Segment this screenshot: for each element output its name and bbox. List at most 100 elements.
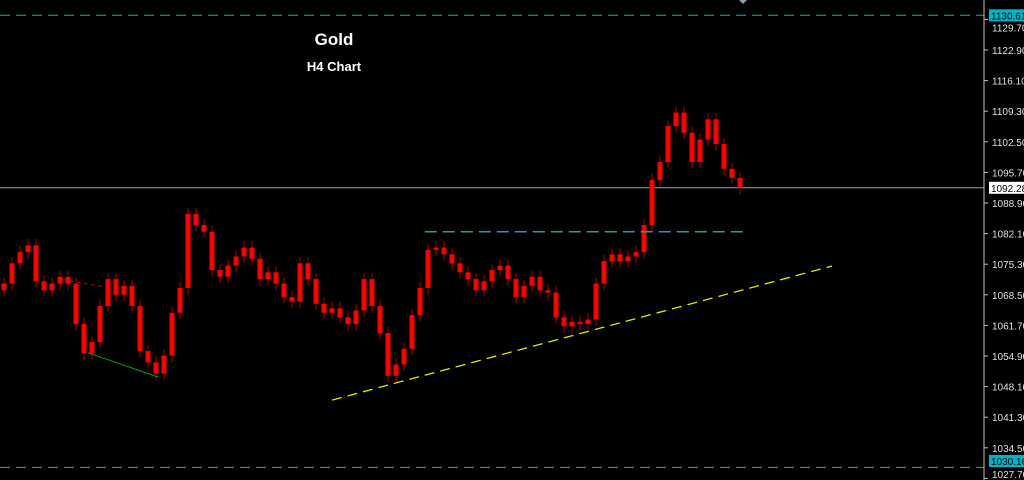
candle-body [361,279,367,311]
y-tick-label: 1054.90 [992,352,1024,363]
candle-body [353,310,359,325]
candle-body [401,348,407,365]
candle-body [561,317,567,327]
candle-body [425,249,431,289]
y-tick-label: 1034.50 [992,444,1024,455]
candle-body [89,342,95,354]
candle-body [73,283,79,325]
candle-body [305,263,311,280]
candle-body [209,231,215,271]
candle-body [489,270,495,282]
y-tick-label: 1088.90 [992,199,1024,210]
candle-body [25,245,31,253]
candle-body [601,261,607,284]
y-tick-label: 1122.90 [992,46,1024,57]
candle-body [681,112,687,133]
y-tick-label: 1102.50 [992,138,1024,149]
candle-body [625,256,631,262]
candle-body [521,285,527,298]
candle-body [497,265,503,271]
candle-body [585,319,591,325]
candle-body [97,306,103,343]
candle-body [345,317,351,325]
candle-body [273,272,279,284]
candle-body [297,263,303,302]
candle-body [577,321,583,325]
candle-body [697,139,703,163]
candle-body [689,132,695,163]
chart-title: Gold [314,30,354,49]
price-label-box [989,181,1024,194]
candle-body [457,263,463,273]
price-label-box [989,9,1024,22]
price-level-label: 1030.16 [991,457,1024,468]
candle-body [57,276,63,284]
candle-body [33,245,39,282]
candle-body [369,279,375,307]
candle-body [713,119,719,145]
candle-body [593,283,599,320]
candle-body [105,279,111,307]
candle-body [505,265,511,280]
candle-body [225,265,231,277]
candle-body [145,351,151,363]
y-tick-label: 1075.30 [992,260,1024,271]
candle-body [65,276,71,284]
candle-body [617,254,623,262]
y-tick-label: 1095.70 [992,168,1024,179]
candle-body [81,324,87,354]
candle-body [41,281,47,291]
candle-body [609,254,615,262]
candle-body [161,355,167,374]
candle-body [705,119,711,140]
candle-body [673,112,679,127]
candle-body [641,225,647,253]
candle-body [17,252,23,264]
candle-body [329,308,335,313]
candle-body [473,279,479,291]
price-label-box [989,455,1024,467]
candle-body [169,312,175,356]
candle-body [481,281,487,291]
candle-body [233,256,239,266]
candle-body [377,306,383,334]
candle-body [513,279,519,298]
candle-body [737,177,743,188]
candle-body [553,292,559,318]
candle-body [665,126,671,163]
y-tick-label: 1027.70 [992,470,1024,480]
candle-body [321,303,327,313]
y-tick-label: 1109.30 [992,107,1024,118]
candle-body [729,168,735,178]
candle-body [417,288,423,316]
candle-body [385,333,391,376]
y-tick-label: 1129.70 [992,23,1024,34]
candle-body [193,213,199,226]
y-tick-label: 1061.70 [992,321,1024,332]
candle-body [49,283,55,291]
y-tick-label: 1041.30 [992,413,1024,424]
chart-subtitle: H4 Chart [306,59,362,74]
y-tick-label: 1082.10 [992,230,1024,241]
candle-body [201,225,207,232]
price-level-label: 1130.61 [991,11,1024,22]
y-tick-label: 1116.10 [992,77,1024,88]
candle-body [393,364,399,376]
green-line [87,352,159,378]
candle-body [137,306,143,352]
candle-body [185,213,191,289]
candle-body [537,276,543,291]
candle-body [1,283,7,291]
candle-body [449,254,455,264]
candle-body [121,285,127,295]
candle-body [129,285,135,307]
price-level-label: 1092.28 [991,184,1024,195]
candle-body [569,321,575,327]
candle-body [409,315,415,349]
candle-body [249,247,255,259]
candle-body [529,276,535,286]
candle-body [113,279,119,295]
candle-body [177,288,183,313]
candle-body [289,297,295,302]
